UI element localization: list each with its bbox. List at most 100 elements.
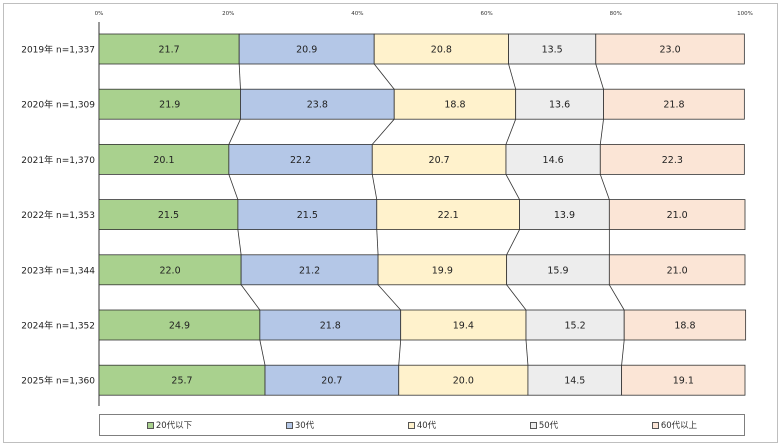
bar-segment [238,33,375,65]
bar-segment [237,199,378,231]
series-line [228,119,241,145]
bar-segment [393,88,517,120]
category-label: 2022年 n=1,353 [21,209,95,221]
data-label: 22.3 [662,155,683,166]
legend-swatch [407,421,415,429]
bar-segment [98,364,266,396]
category-label: 2021年 n=1,370 [21,154,95,166]
series-line [599,174,610,200]
x-tick-label: 20% [222,11,234,17]
data-label: 20.0 [453,376,474,387]
legend-swatch [651,421,659,429]
legend-label: 50代 [538,421,559,431]
data-label: 20.8 [431,45,452,56]
legend-label: 60代以上 [660,421,698,431]
bar-segment [228,143,373,175]
data-label: 19.1 [673,376,694,387]
bar-segment [515,88,604,120]
data-label: 21.5 [158,210,179,221]
bar-segment [98,33,240,65]
legend-item: 40代 [407,419,437,431]
data-label: 24.9 [169,321,190,332]
series-line [608,284,625,311]
series-line [240,284,261,311]
data-label: 13.6 [549,100,570,111]
data-label: 21.0 [667,210,688,221]
legend-item: 30代 [285,419,315,431]
x-tick-label: 0% [95,11,104,17]
series-line [371,174,378,200]
x-tick-label: 40% [351,11,363,17]
data-label: 20.7 [321,376,342,387]
series-line [506,229,520,255]
bar-segment [608,254,746,286]
x-tick-label: 100% [737,11,753,17]
series-line [371,118,395,145]
series-line [228,174,239,200]
legend-item: 60代以上 [651,419,698,431]
x-tick-label: 80% [610,11,622,17]
data-label: 18.8 [444,100,465,111]
bar-segment [98,254,242,286]
bar-segment [603,88,745,120]
data-label: 22.2 [290,155,311,166]
legend-item: 50代 [529,419,559,431]
bar-segment [98,309,261,341]
series-line [525,339,529,366]
series-line [376,229,379,255]
data-label: 21.8 [663,100,684,111]
data-label: 13.9 [554,210,575,221]
data-label: 14.6 [543,155,564,166]
legend-item: 20代以下 [146,419,193,431]
series-line [505,119,517,145]
bar-segment [527,364,623,396]
series-line [237,229,242,255]
series-line [621,339,625,366]
bar-segment [98,88,241,120]
data-label: 20.1 [153,155,174,166]
bar-segment [98,199,239,231]
x-tick-label: 60% [480,11,492,17]
data-label: 25.7 [171,376,192,387]
bar-segment [264,364,400,396]
bar-segment [240,254,379,286]
category-label: 2019年 n=1,337 [21,44,95,56]
data-label: 13.5 [542,45,563,56]
bar-segment [377,254,508,286]
bar-segment [608,199,746,231]
bar-segment [505,143,601,175]
bar-segment [621,364,746,396]
data-label: 14.5 [564,376,585,387]
legend-label: 30代 [294,421,315,431]
data-label: 15.9 [547,265,568,276]
bar-segment [373,33,509,65]
bar-segment [240,88,395,120]
series-line [377,284,401,311]
data-label: 21.8 [320,321,341,332]
legend-swatch [529,421,537,429]
data-label: 22.0 [159,265,180,276]
category-label: 2025年 n=1,360 [21,375,95,387]
series-line [505,174,520,200]
series-line [506,284,527,311]
category-label: 2020年 n=1,309 [21,99,95,111]
data-label: 21.9 [159,100,180,111]
data-label: 20.9 [296,45,317,56]
data-label: 15.2 [565,321,586,332]
bar-segment [371,143,507,175]
series-line [259,339,266,366]
series-line [373,63,395,90]
legend-label: 40代 [416,421,437,431]
bar-segment [98,143,230,175]
series-line [398,339,402,366]
bar-segment [525,309,625,341]
data-label: 19.4 [453,321,474,332]
legend: 20代以下 30代 40代 50代 60代以上 [99,414,745,436]
data-label: 20.7 [429,155,450,166]
series-line [599,119,604,145]
legend-swatch [146,421,154,429]
bar-segment [599,143,745,175]
legend-label: 20代以下 [155,421,193,431]
series-line [508,63,517,90]
